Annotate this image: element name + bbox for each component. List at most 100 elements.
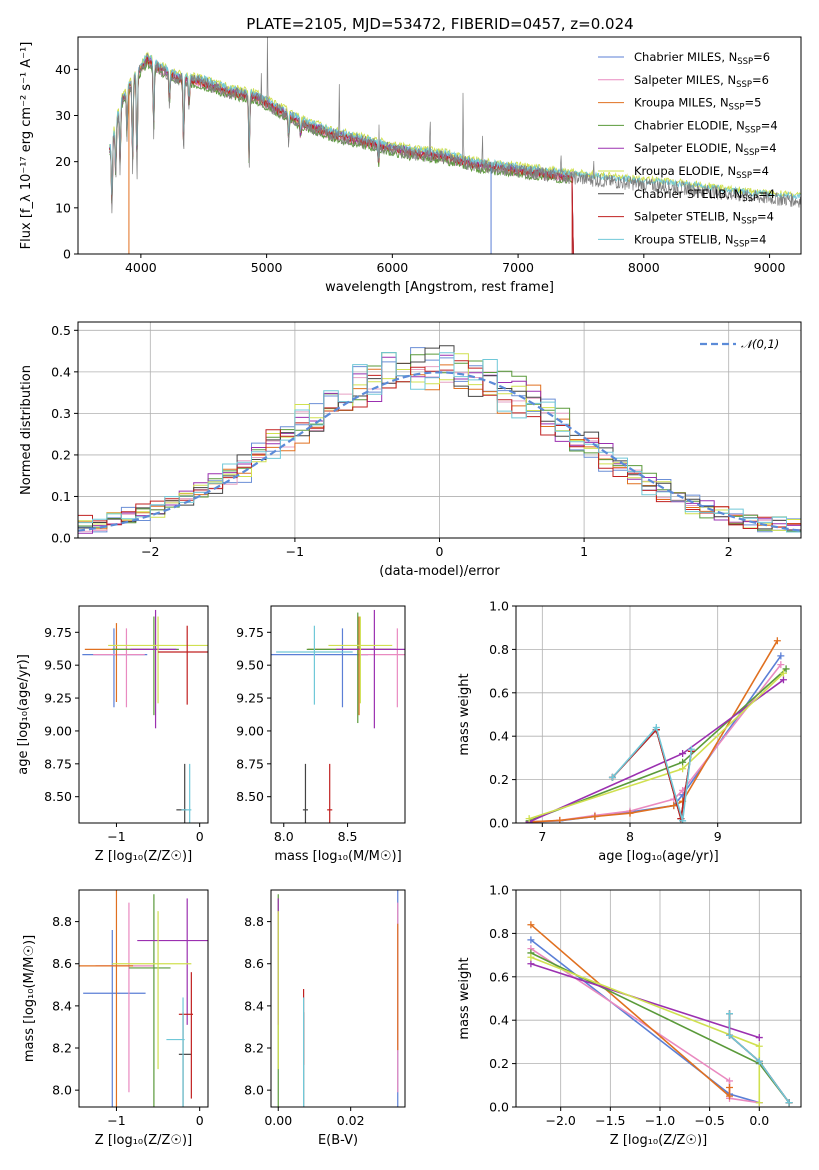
legend-count: =6 <box>753 50 770 64</box>
legend-count: =4 <box>761 118 778 132</box>
mass-weight-marker <box>679 765 687 773</box>
mass-weight-marker <box>626 809 634 817</box>
mass-weight-marker <box>670 802 678 810</box>
weight_vs_Z-panel: −2.0 −1.5 −1.0 −0.5 0.0 0.0 0.2 0.4 0.6 0.8 1.0 Z [… <box>457 883 802 1148</box>
y-tick-label: 0.0 <box>51 531 71 546</box>
residuals-axes-frame <box>77 321 802 539</box>
x-axis-label: Z [log₁₀(Z/Z☉)] <box>95 1133 192 1148</box>
y-tick-label: 8.8 <box>244 914 264 929</box>
mass-weight-marker <box>608 773 616 781</box>
x-tick-label: −1.0 <box>645 1113 675 1128</box>
y-axis-label: Normed distribution <box>19 365 34 495</box>
y-tick-label: 9.25 <box>236 691 264 706</box>
spectrum-axes-frame <box>77 36 802 255</box>
mass-weight-marker <box>525 815 533 823</box>
y-tick-label: 9.00 <box>44 723 72 738</box>
x-tick-label: 8.0 <box>274 829 294 844</box>
weight_vs_Z-plot-area <box>527 921 793 1107</box>
y-tick-label: 0.6 <box>489 685 509 700</box>
mass_vs_ebv-panel: 0.00 0.02 8.0 8.2 8.4 8.6 8.8 E(B-V) <box>244 889 406 1148</box>
y-tick-label: 8.50 <box>44 789 72 804</box>
y-tick-label: 8.75 <box>236 756 264 771</box>
legend-entry: Kroupa STELIB, NSSP=4 <box>634 232 766 249</box>
mass-weight-marker <box>779 676 787 684</box>
legend-subscript: SSP <box>729 103 745 113</box>
mass-weight-marker <box>679 817 687 823</box>
y-tick-label: 8.8 <box>52 914 72 929</box>
weight_vs_age-panel: 7 8 9 0.0 0.2 0.4 0.6 0.8 1.0 age [log₁₀(age/yr)]… <box>457 599 802 864</box>
x-tick-label: 4000 <box>125 260 157 275</box>
model-spectrum-line <box>108 60 574 254</box>
spectrum-panel: 4000 5000 6000 7000 8000 9000 0 10 20 30 40 wavelen… <box>19 36 802 295</box>
mass-weight-marker <box>782 665 790 673</box>
y-tick-label: 0.2 <box>489 1056 509 1071</box>
y-tick-label: 9.75 <box>44 625 72 640</box>
x-tick-label: −1 <box>286 544 304 559</box>
legend-subscript: SSP <box>742 194 758 204</box>
y-tick-label: 0.0 <box>489 1100 509 1115</box>
x-axis-label: Z [log₁₀(Z/Z☉)] <box>610 1133 707 1148</box>
x-tick-label: −0.5 <box>694 1113 724 1128</box>
mass-weight-marker <box>591 812 599 820</box>
age_vs_mass-panel: 8.0 8.5 8.50 8.75 9.00 9.25 9.50 9.75 mass [log₁… <box>236 605 406 864</box>
x-tick-label: 1 <box>580 544 588 559</box>
x-tick-label: −1 <box>107 1113 125 1128</box>
x-tick-label: 0.02 <box>337 1113 365 1128</box>
x-tick-label: 8 <box>626 829 634 844</box>
spectrum-plot-area <box>108 37 801 254</box>
observed-spectrum-line <box>109 37 801 214</box>
mass-weight-line <box>611 725 693 822</box>
mass-weight-marker <box>773 637 781 645</box>
model-spectrum-line <box>109 55 574 254</box>
mass-weight-marker <box>527 960 535 968</box>
legend-entry: Kroupa MILES, NSSP=5 <box>634 96 761 113</box>
legend-subscript: SSP <box>744 148 760 158</box>
mass-weight-marker <box>652 724 660 732</box>
age_vs_Z-plot-area <box>82 609 208 823</box>
mass-weight-line <box>528 679 784 823</box>
weight_vs_age-axes-frame <box>515 605 802 824</box>
legend-subscript: SSP <box>737 57 753 67</box>
mass-weight-marker <box>785 1099 793 1107</box>
mass-weight-marker <box>777 661 785 669</box>
weight_vs_Z-axes-frame <box>515 889 802 1108</box>
y-tick-label: 9.00 <box>236 723 264 738</box>
legend-entry: 𝒩(0,1) <box>741 337 779 351</box>
mass-weight-marker <box>779 669 787 677</box>
y-axis-label: mass weight <box>457 957 472 1039</box>
age_vs_mass-plot-area <box>271 609 405 823</box>
x-axis-label: E(B-V) <box>318 1133 358 1148</box>
y-tick-label: 0.8 <box>489 642 509 657</box>
legend-count: =4 <box>752 164 769 178</box>
x-tick-label: −2.0 <box>546 1113 576 1128</box>
legend-count: =4 <box>760 141 777 155</box>
x-tick-label: 9 <box>714 829 722 844</box>
legend-entry: Salpeter MILES, NSSP=6 <box>634 73 769 90</box>
mass-weight-marker <box>527 953 535 961</box>
x-axis-label: (data-model)/error <box>379 564 500 579</box>
legend-count: =4 <box>758 187 775 201</box>
y-tick-label: 1.0 <box>489 883 509 898</box>
y-axis-label: age [log₁₀(age/yr)] <box>16 654 31 775</box>
y-axis-label: Flux [f_λ 10⁻¹⁷ erg cm⁻² s⁻¹ A⁻¹] <box>19 42 34 250</box>
y-tick-label: 8.2 <box>52 1041 72 1056</box>
age_vs_Z-axes-frame <box>78 605 209 824</box>
y-tick-label: 8.6 <box>52 956 72 971</box>
mass_vs_Z-panel: −1 0 8.0 8.2 8.4 8.6 8.8 Z [log₁₀(Z/Z☉)] mass [l… <box>22 889 209 1148</box>
y-tick-label: 0.1 <box>51 489 71 504</box>
y-tick-label: 0.2 <box>489 772 509 787</box>
residuals-plot-area <box>78 345 801 536</box>
legend-subscript: SSP <box>734 239 750 249</box>
y-tick-label: 8.75 <box>44 756 72 771</box>
mass-weight-line <box>530 956 761 1103</box>
weight_vs_age-plot-area <box>525 637 790 823</box>
mass-weight-marker <box>726 1092 734 1100</box>
x-tick-label: 7000 <box>502 260 534 275</box>
legend-count: =4 <box>757 210 774 224</box>
x-axis-label: mass [log₁₀(M/M☉)] <box>274 849 401 864</box>
mass-weight-marker <box>679 758 687 766</box>
mass-weight-marker <box>755 1034 763 1042</box>
y-axis-label: mass [log₁₀(M/M☉)] <box>22 935 37 1062</box>
x-tick-label: −1 <box>107 829 125 844</box>
x-tick-label: 9000 <box>754 260 786 275</box>
